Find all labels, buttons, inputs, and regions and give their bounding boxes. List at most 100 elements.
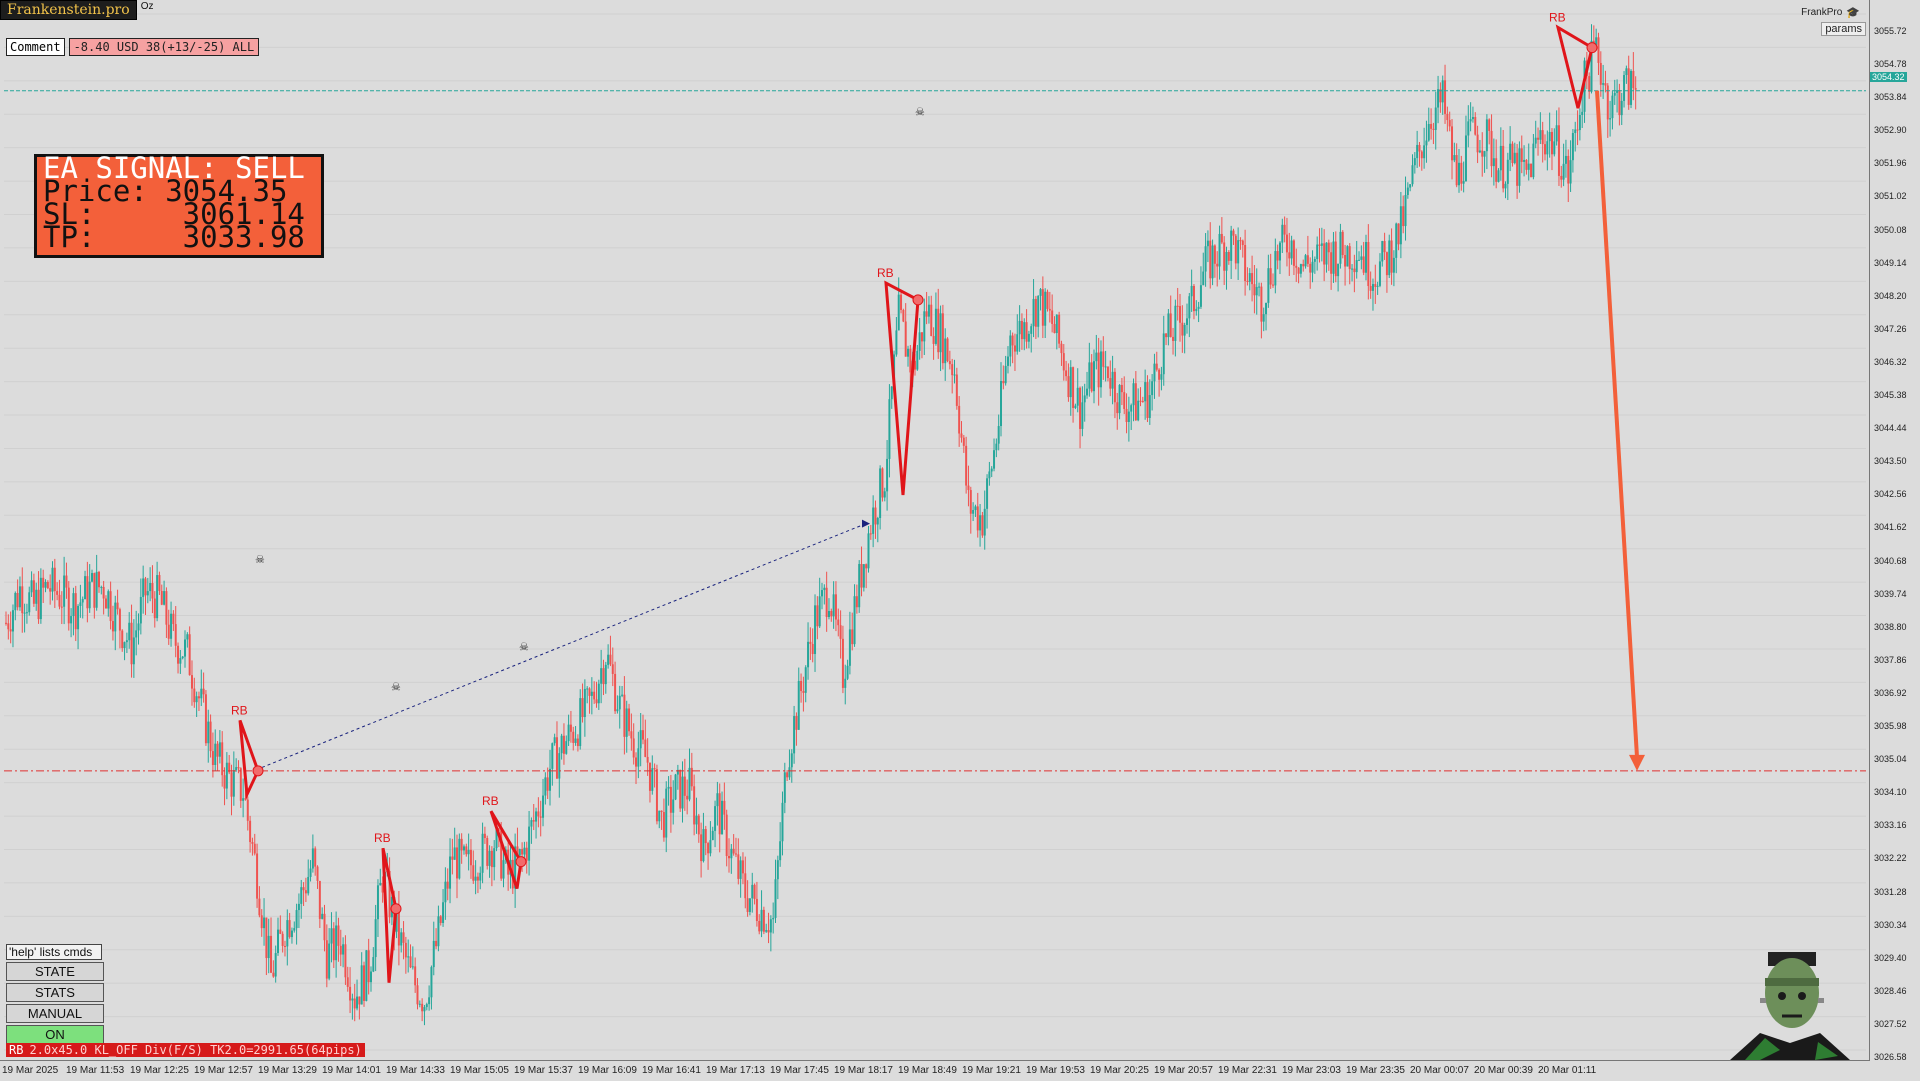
candle-body [188,634,191,676]
candle-body [621,694,624,696]
candle-body [60,606,63,608]
candle-body [1590,40,1593,92]
candle-body [1299,264,1302,274]
candle-body [1037,295,1040,327]
price-tick-label: 3049.14 [1874,257,1907,268]
price-tick-label: 3051.02 [1874,191,1907,202]
candle-body [460,838,463,851]
candle-body [1437,89,1440,108]
candle-body [1527,163,1530,170]
rb-label: RB [482,794,499,808]
candle-body [1204,246,1207,272]
candle-body [267,935,270,959]
candle-body [867,533,870,569]
candle-body [1099,351,1102,388]
candle-body [239,768,242,801]
stats-button[interactable]: STATS [6,983,104,1002]
candle-body [1260,286,1263,322]
candle-body [181,656,184,659]
candle-body [1567,155,1570,184]
on-toggle[interactable]: ON [6,1025,104,1044]
candle-body [876,517,879,525]
candle-body [330,928,333,944]
candle-body [1532,143,1535,178]
candle-body [202,688,205,695]
price-tick-label: 3036.92 [1874,687,1907,698]
current-price-tag: 3054.32 [1870,72,1907,82]
candle-body [939,313,942,353]
candle-body [332,928,335,961]
candle-body [1032,298,1035,327]
candle-body [146,591,149,596]
candle-body [1371,284,1374,291]
candle-body [32,580,35,604]
candle-body [179,658,182,664]
params-button[interactable]: params [1821,22,1866,36]
price-axis[interactable]: 3055.72 3054.78 3053.84 3052.90 3051.96 3051.… [1869,0,1920,1062]
candle-body [1392,257,1395,273]
candle-body [277,929,279,954]
candle-body [1113,371,1116,403]
candle-body [1444,80,1447,114]
candle-body [404,942,407,958]
candle-body [1046,291,1049,309]
candle-body [704,829,707,844]
candle-body [1265,302,1268,315]
candle-body [44,581,47,588]
candle-body [1432,128,1435,130]
candle-body [574,738,577,743]
candle-body [1190,285,1193,297]
candle-body [1202,271,1205,286]
symbol-label: Oz [140,0,154,12]
candle-body [767,930,770,933]
candle-body [337,925,340,946]
candle-body [397,907,400,946]
time-axis[interactable]: 19 Mar 2025 19 Mar 11:53 19 Mar 12:25 19 Ma… [0,1060,1870,1081]
candle-body [844,678,847,688]
skull-icon: ☠ [915,107,925,119]
candle-body [1341,231,1344,256]
candle-body [325,940,328,979]
candle-body [779,841,782,861]
candle-body [900,294,903,310]
state-button[interactable]: STATE [6,962,104,981]
candle-body [676,769,679,775]
candle-body [256,853,259,899]
candle-body [214,743,217,765]
candle-body [1146,382,1149,418]
candle-body [630,731,633,739]
candle-body [923,311,926,342]
manual-button[interactable]: MANUAL [6,1004,104,1023]
candle-body [665,788,668,838]
candle-body [1611,95,1614,119]
comment-button[interactable]: Comment [6,38,65,56]
candle-body [834,594,837,620]
candle-body [1602,83,1605,85]
candle-body [144,578,147,596]
candle-body [623,694,626,737]
candle-body [1262,314,1265,322]
candle-body [353,998,356,1009]
candle-body [200,688,203,699]
candle-body [918,332,921,351]
candle-body [451,856,454,860]
candle-body [1523,159,1526,162]
candle-body [1560,175,1563,180]
candle-body [1616,90,1619,93]
candle-body [909,348,912,373]
candle-body [1546,141,1549,155]
candle-body [28,592,31,613]
candle-body [783,772,786,803]
candle-body [879,468,882,518]
candle-body [1499,145,1502,171]
candle-body [1492,158,1495,167]
candle-body [193,688,196,703]
candle-body [360,965,363,1005]
pnl-summary: -8.40 USD 38(+13/-25) ALL [68,38,260,56]
candle-body [242,798,245,801]
skull-icon: ☠ [255,554,265,566]
candle-body [1325,242,1328,265]
brand-logo[interactable]: Frankenstein.pro [0,0,137,20]
rb-label: RB [231,703,248,717]
candle-body [165,591,168,625]
